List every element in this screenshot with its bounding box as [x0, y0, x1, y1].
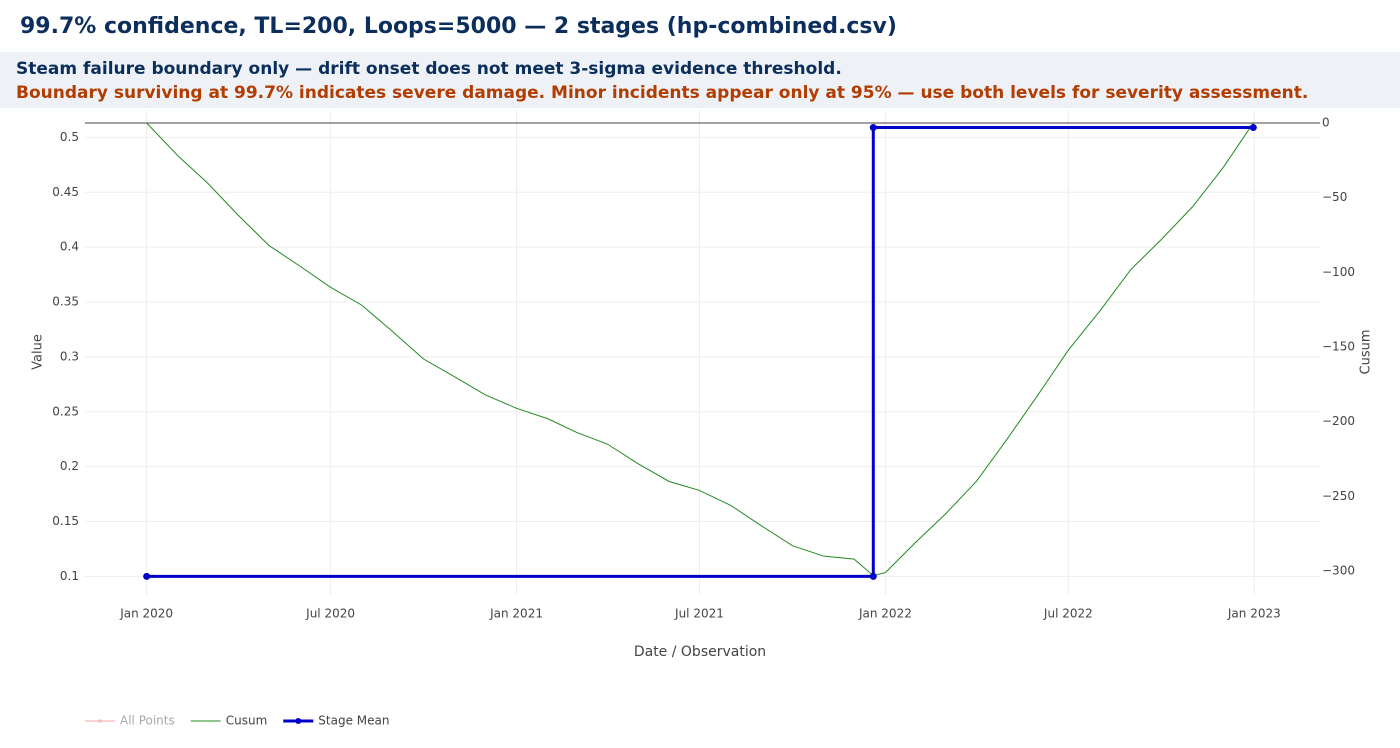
y2-tick-label: −50: [1322, 190, 1347, 204]
y2-tick-label: −200: [1322, 414, 1355, 428]
y-tick-label: 0.45: [52, 185, 79, 199]
x-tick-label: Jan 2021: [489, 607, 543, 621]
legend-marker: [98, 719, 102, 723]
x-tick-label: Jul 2021: [674, 607, 724, 621]
y2-tick-label: −250: [1322, 489, 1355, 503]
subtitle: Steam failure boundary only — drift onse…: [16, 59, 842, 79]
x-axis-label: Date / Observation: [634, 644, 766, 660]
y-tick-label: 0.15: [52, 514, 79, 528]
y-tick-label: 0.4: [60, 240, 79, 254]
y-tick-label: 0.25: [52, 404, 79, 418]
y2-tick-label: 0: [1322, 115, 1330, 129]
y-tick-label: 0.35: [52, 295, 79, 309]
legend-label: Stage Mean: [318, 714, 389, 728]
chart-title: 99.7% confidence, TL=200, Loops=5000 — 2…: [20, 14, 897, 39]
y-tick-label: 0.2: [60, 459, 79, 473]
banner: [0, 52, 1400, 108]
y-tick-label: 0.1: [60, 569, 79, 583]
x-tick-label: Jul 2022: [1043, 607, 1093, 621]
x-tick-label: Jan 2022: [858, 607, 912, 621]
y-axis-label: Value: [31, 334, 46, 370]
legend-label: All Points: [120, 714, 175, 728]
y2-axis-label: Cusum: [1359, 330, 1374, 375]
y2-tick-label: −150: [1322, 340, 1355, 354]
y-tick-label: 0.3: [60, 349, 79, 363]
y2-tick-label: −100: [1322, 265, 1355, 279]
y2-tick-label: −300: [1322, 564, 1355, 578]
series-line: [146, 126, 1254, 578]
point: [869, 124, 877, 132]
x-tick-label: Jan 2020: [119, 607, 173, 621]
legend-label: Cusum: [226, 714, 268, 728]
point: [143, 572, 151, 580]
annotation: Boundary surviving at 99.7% indicates se…: [16, 83, 1308, 103]
y-tick-label: 0.5: [60, 130, 79, 144]
point: [869, 572, 877, 580]
x-tick-label: Jul 2020: [305, 607, 355, 621]
series-line: [146, 122, 1254, 577]
point: [1249, 124, 1257, 132]
x-tick-label: Jan 2023: [1227, 607, 1281, 621]
legend-marker: [295, 718, 302, 724]
